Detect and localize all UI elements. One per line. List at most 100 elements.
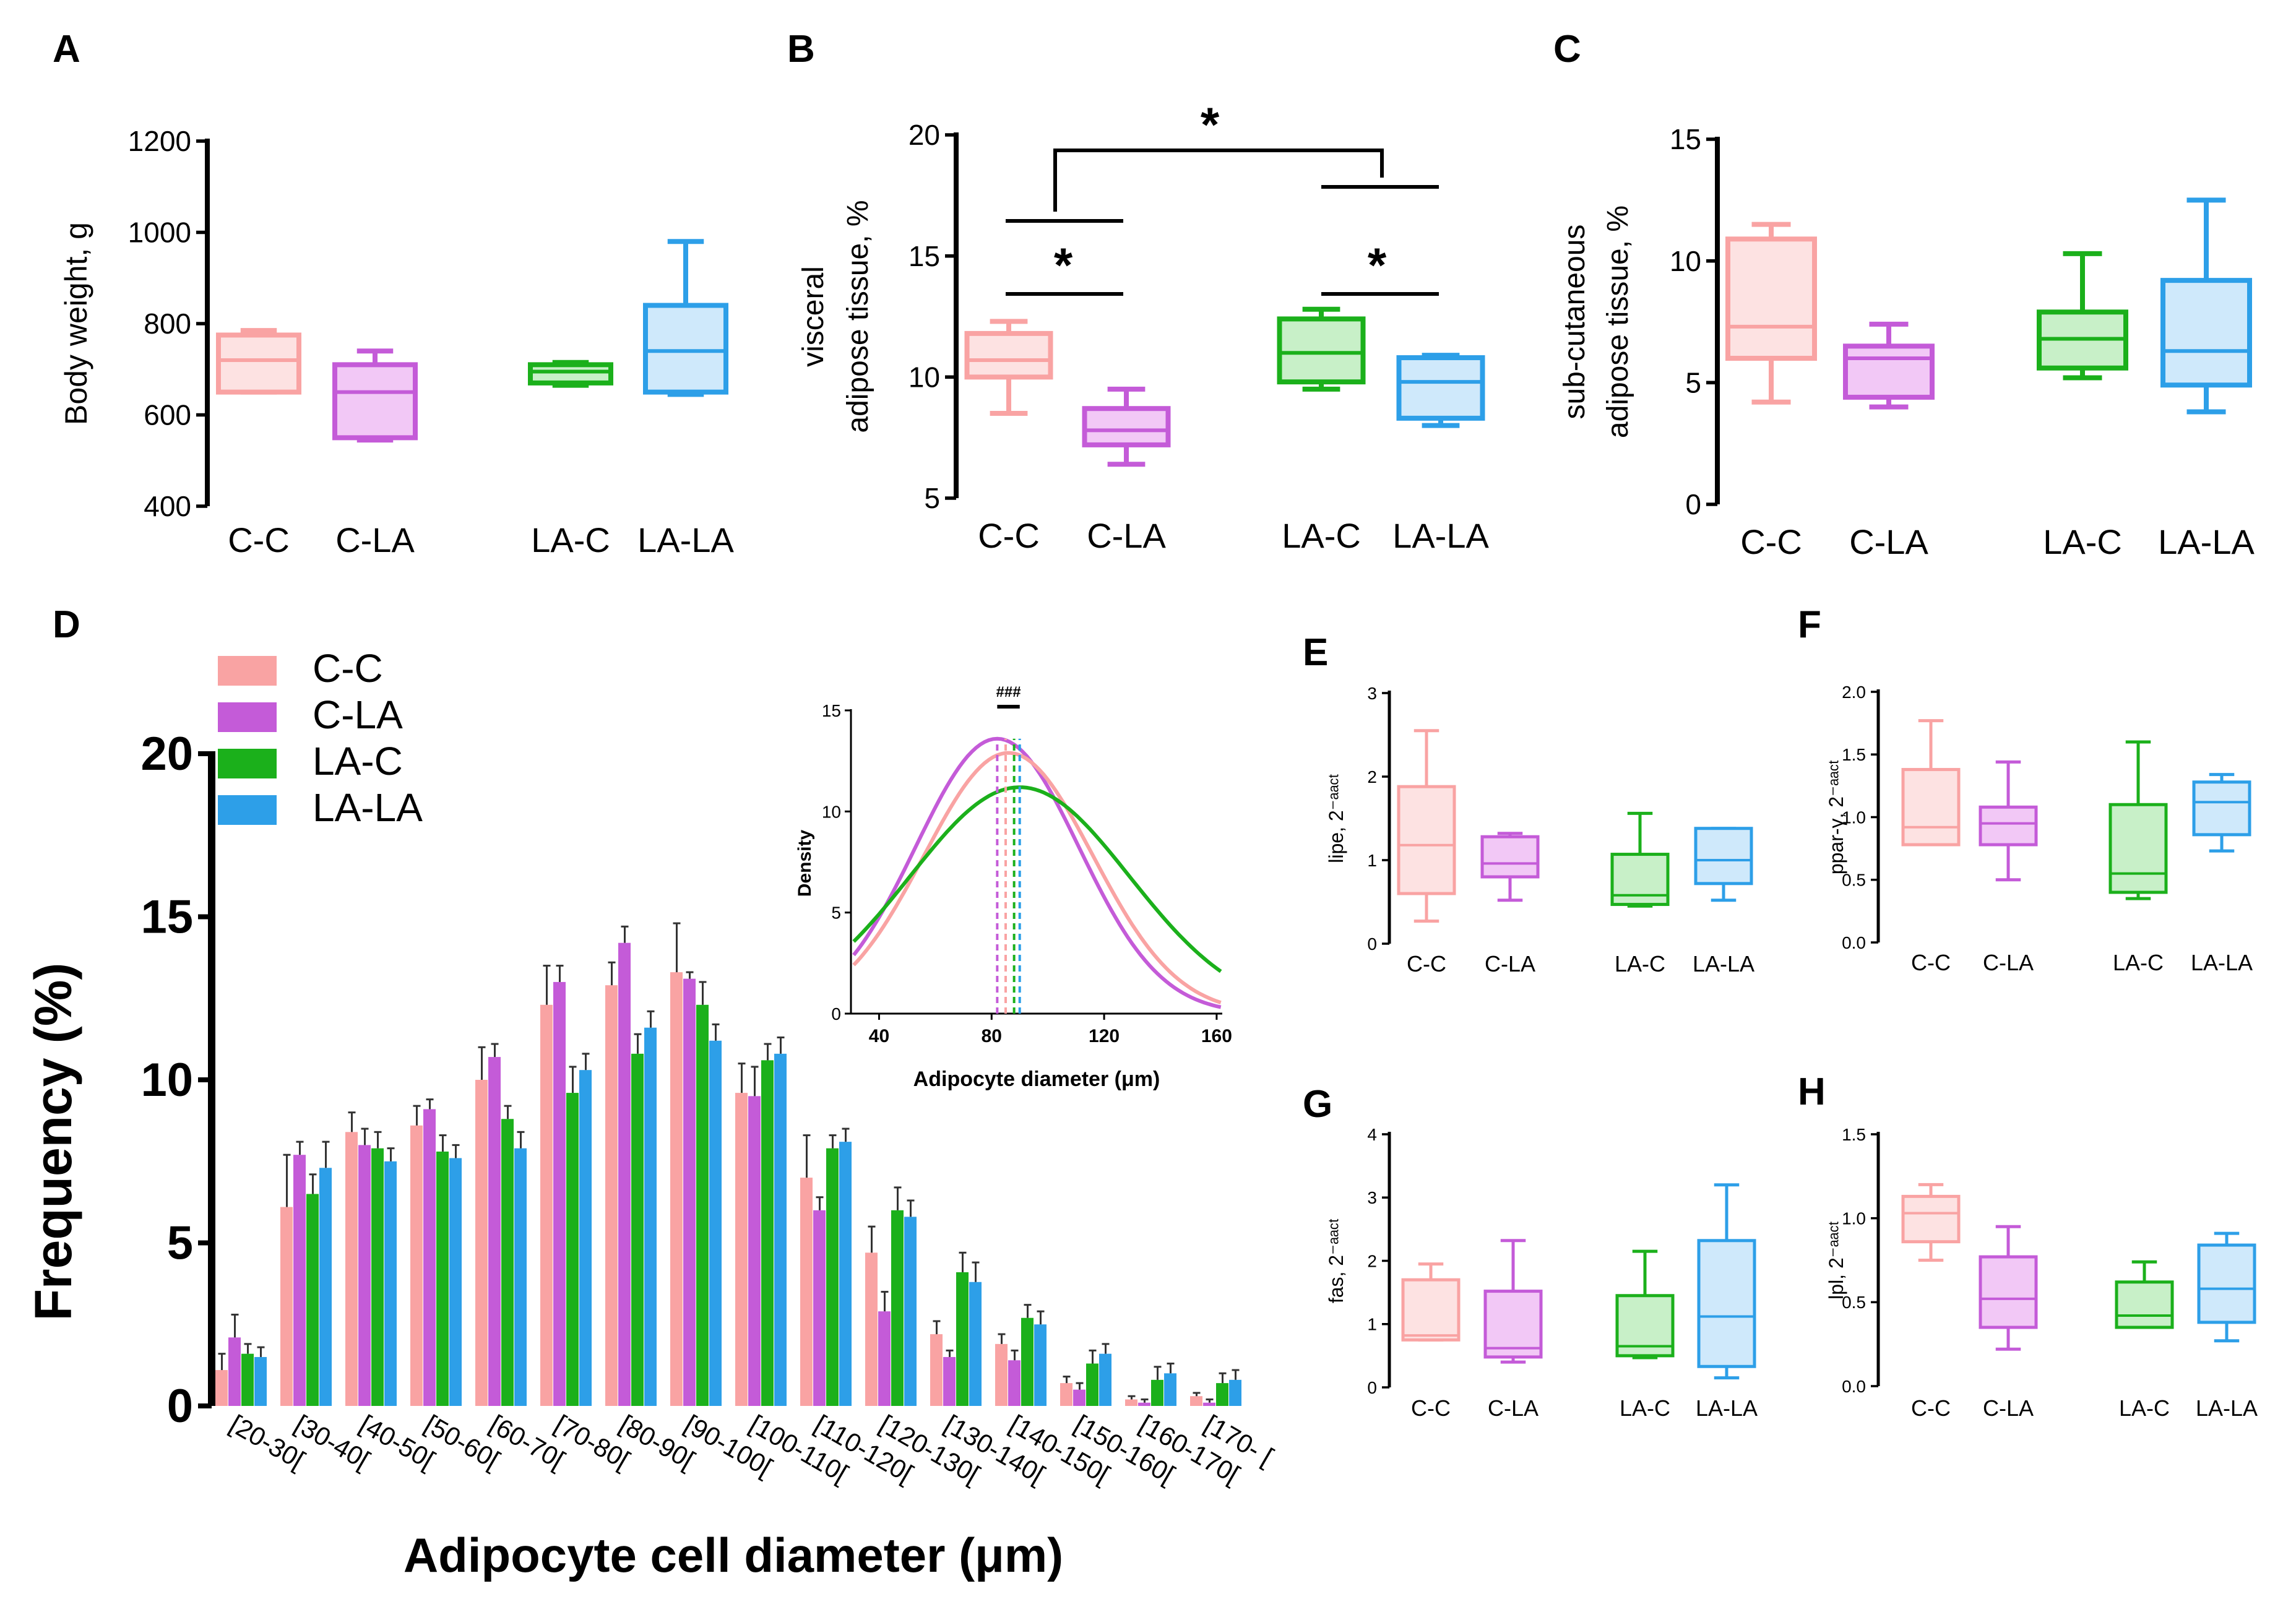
panel-letter-f: F bbox=[1798, 603, 1821, 646]
panel-b-visceral-adipose: 5 10 15 20 visceral adipose tissue, % C-C C-LA L… bbox=[797, 97, 1489, 555]
box-c-la bbox=[1082, 386, 1171, 467]
x-tick-label: [20-30[ bbox=[225, 1409, 310, 1475]
box-iqr bbox=[332, 362, 418, 441]
panel-h-lpl: 0.0 0.5 1.0 1.5 lpl, 2⁻ᵃᵃᶜᵗ C-C C-LA LA-C LA-LA bbox=[1825, 1125, 2258, 1421]
y-tick-label: 800 bbox=[144, 308, 191, 340]
box-la-la bbox=[1694, 827, 1753, 902]
panel-letter-h: H bbox=[1798, 1071, 1826, 1113]
bar-c-la bbox=[878, 1311, 891, 1406]
x-tick-label: C-C bbox=[978, 516, 1040, 555]
bar-la-la bbox=[644, 1027, 657, 1406]
box-la-c bbox=[2037, 251, 2128, 381]
box-c-la bbox=[1979, 1225, 2038, 1351]
x-tick-label: C-LA bbox=[1485, 951, 1535, 976]
y-tick-label: 1000 bbox=[128, 217, 191, 249]
x-tick-label: C-LA bbox=[1983, 950, 2034, 975]
bar-c-c bbox=[995, 1343, 1008, 1406]
bar-la-c bbox=[631, 1053, 644, 1406]
legend-swatch-c-la bbox=[218, 702, 277, 732]
panel-c-subcutaneous-adipose: 0 5 10 15 sub-cutaneous adipose tissue, % C-C C… bbox=[1558, 123, 2255, 561]
y-tick-label: 0.0 bbox=[1842, 1377, 1866, 1396]
inset-x-tick-label: 40 bbox=[869, 1026, 889, 1046]
significance-star: * bbox=[1201, 97, 1220, 152]
box-iqr bbox=[1979, 1255, 2038, 1329]
box-iqr bbox=[643, 303, 728, 395]
box-iqr bbox=[1725, 236, 1817, 361]
x-tick-label: [40-50[ bbox=[355, 1409, 440, 1475]
y-axis-label: lipe, 2⁻ᵃᵃᶜᵗ bbox=[1325, 774, 1347, 863]
x-tick-label: LA-C bbox=[531, 520, 610, 559]
bar-la-c bbox=[306, 1194, 319, 1406]
bar-la-la bbox=[1164, 1373, 1176, 1406]
x-tick-label: LA-C bbox=[2043, 522, 2122, 561]
bar-la-la bbox=[1099, 1353, 1111, 1406]
bar-la-la bbox=[254, 1356, 267, 1406]
box-c-la bbox=[1843, 321, 1935, 410]
x-tick-label: LA-LA bbox=[1696, 1395, 1758, 1421]
bar-c-c bbox=[280, 1207, 293, 1406]
x-tick-label: C-C bbox=[1911, 1395, 1951, 1421]
y-axis-label: adipose tissue, % bbox=[842, 200, 874, 433]
bar-la-c bbox=[566, 1093, 579, 1406]
y-axis-label: Body weight, g bbox=[59, 222, 93, 425]
bar-la-la bbox=[709, 1040, 722, 1406]
bar-c-la bbox=[488, 1057, 501, 1406]
box-la-la bbox=[643, 239, 728, 397]
y-tick-label: 1 bbox=[1367, 851, 1377, 870]
y-tick-label: 1 bbox=[1367, 1315, 1377, 1334]
bar-c-la bbox=[748, 1096, 761, 1406]
x-tick-label: LA-C bbox=[1282, 516, 1361, 555]
bar-la-c bbox=[1086, 1363, 1098, 1406]
y-tick-label: 600 bbox=[144, 399, 191, 431]
bar-la-c bbox=[1021, 1317, 1034, 1406]
y-tick-label: 2 bbox=[1367, 1251, 1377, 1270]
box-iqr bbox=[1610, 853, 1670, 907]
panel-d-inset-density: 0 5 10 15 40 80 120 160 Density Adipocyte diamete… bbox=[795, 684, 1232, 1091]
x-tick-label: C-C bbox=[228, 520, 290, 559]
bar-c-c bbox=[865, 1252, 878, 1406]
x-tick-label: C-C bbox=[1740, 522, 1802, 561]
panel-letter-d: D bbox=[53, 603, 80, 646]
inset-y-tick-label: 10 bbox=[822, 802, 841, 821]
x-tick-label: LA-LA bbox=[1392, 516, 1489, 555]
bar-c-c bbox=[670, 972, 683, 1406]
box-la-c bbox=[528, 360, 613, 388]
box-iqr bbox=[2197, 1243, 2256, 1324]
bar-c-la bbox=[1138, 1402, 1150, 1406]
bar-la-c bbox=[1216, 1383, 1228, 1406]
panel-f-ppar-gamma: 0.0 0.5 1.0 1.5 2.0 ppar-γ, 2⁻ᵃᵃᶜᵗ C-C C-LA LA-C… bbox=[1825, 683, 2253, 975]
x-tick-label: LA-LA bbox=[1693, 951, 1754, 976]
bar-la-c bbox=[1151, 1379, 1163, 1406]
bar-la-la bbox=[579, 1070, 592, 1406]
y-tick-label: 4 bbox=[1367, 1125, 1377, 1144]
bar-c-c bbox=[475, 1080, 488, 1406]
x-tick-label: LA-C bbox=[2119, 1395, 2170, 1421]
x-tick-label: C-LA bbox=[335, 520, 415, 559]
panel-letter-e: E bbox=[1303, 631, 1328, 674]
panel-letter-a: A bbox=[53, 28, 80, 71]
bar-la-c bbox=[826, 1148, 839, 1406]
legend-swatch-la-c bbox=[218, 749, 277, 778]
box-iqr bbox=[964, 330, 1053, 380]
box-iqr bbox=[1277, 316, 1366, 385]
x-tick-label: LA-LA bbox=[2196, 1395, 2258, 1421]
box-c-c bbox=[1397, 729, 1456, 923]
panel-e-lipe: 0 1 2 3 lipe, 2⁻ᵃᵃᶜᵗ C-C C-LA LA-C LA-LA bbox=[1325, 684, 1754, 976]
y-tick-label: 2 bbox=[1367, 767, 1377, 787]
y-axis-label: lpl, 2⁻ᵃᵃᶜᵗ bbox=[1825, 1221, 1847, 1299]
y-tick-label: 1.0 bbox=[1842, 1209, 1866, 1228]
y-axis-label: visceral bbox=[797, 266, 830, 367]
box-iqr bbox=[1697, 1239, 1756, 1368]
box-iqr bbox=[2108, 803, 2168, 894]
bar-c-la bbox=[813, 1210, 826, 1406]
box-iqr bbox=[1694, 827, 1753, 886]
panel-letter-b: B bbox=[787, 28, 815, 71]
box-c-c bbox=[964, 319, 1053, 416]
significance-bracket bbox=[1053, 149, 1384, 212]
box-iqr bbox=[2115, 1280, 2174, 1329]
inset-x-axis-label: Adipocyte diameter (μm) bbox=[913, 1067, 1160, 1091]
bar-la-la bbox=[904, 1217, 917, 1406]
bar-la-c bbox=[891, 1210, 904, 1406]
panel-g-fas: 0 1 2 3 4 fas, 2⁻ᵃᵃᶜᵗ C-C C-LA LA-C LA-LA bbox=[1325, 1125, 1758, 1421]
bar-c-la bbox=[1203, 1402, 1215, 1406]
